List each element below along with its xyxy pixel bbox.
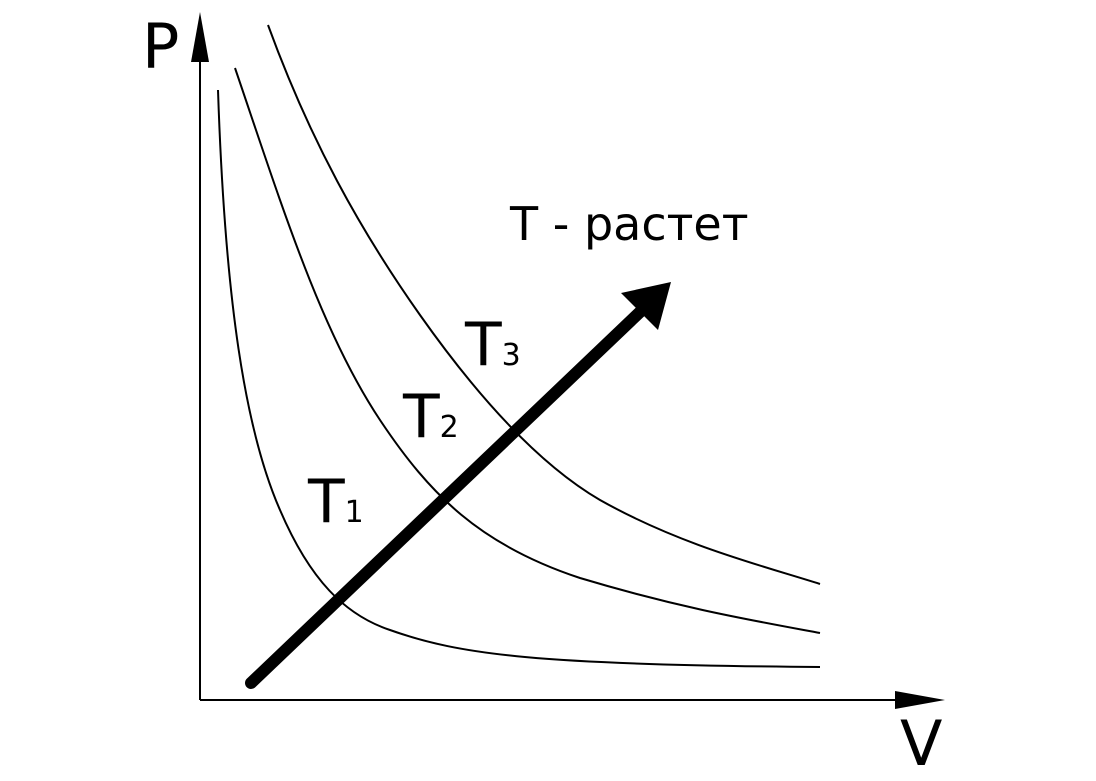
annotation: T - растет: [509, 197, 749, 251]
temperature-arrowhead: [621, 282, 671, 330]
curve-label-text: T: [307, 467, 345, 537]
isotherm-1: [217, 89, 821, 668]
x-axis-arrowhead: [895, 691, 945, 709]
curve-label-text: T: [464, 310, 502, 380]
curve-label-1: T1: [307, 467, 364, 537]
curve-label-3: T3: [464, 310, 521, 380]
y-axis-arrowhead: [191, 12, 209, 62]
curve-label-subscript: 2: [440, 410, 459, 445]
curve-label-2: T2: [402, 382, 459, 452]
isotherm-3: [267, 24, 821, 585]
curve-label-text: T: [402, 382, 440, 452]
y-axis-label: P: [142, 10, 179, 83]
curve-label-subscript: 1: [345, 495, 364, 530]
curve-label-subscript: 3: [502, 338, 521, 373]
x-axis-label: V: [900, 707, 942, 780]
temperature-arrow: [245, 306, 646, 689]
